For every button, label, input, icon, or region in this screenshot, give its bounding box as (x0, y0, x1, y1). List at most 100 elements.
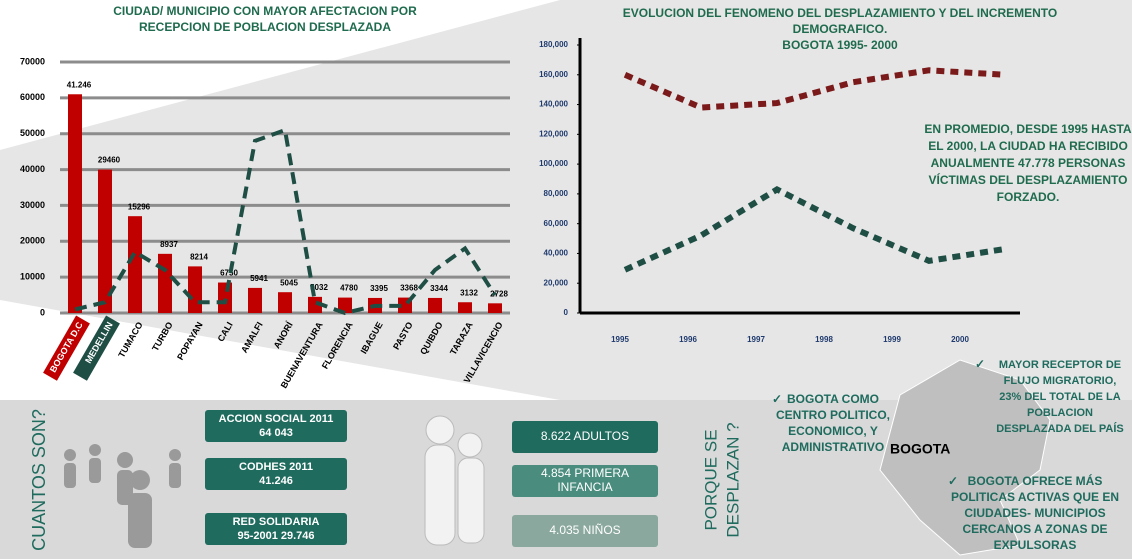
series-line (623, 185, 1006, 273)
bar-label: 15296 (128, 202, 151, 211)
x-tick-label: 1998 (815, 335, 833, 344)
group-box (512, 515, 658, 547)
chart-title: DEMOGRAFICO. (793, 22, 888, 36)
y-tick-label: 40,000 (544, 249, 569, 258)
y-tick-label: 60,000 (544, 219, 569, 228)
check: ✓ (948, 474, 958, 488)
chart-title: RECEPCION DE POBLACION DESPLAZADA (139, 20, 391, 34)
map (879, 359, 1051, 556)
bar (248, 287, 262, 313)
group-box (512, 421, 658, 453)
people-icons (64, 444, 181, 548)
bar (218, 282, 232, 313)
reason: ADMINISTRATIVO (782, 440, 884, 454)
bar-label: 4780 (340, 284, 358, 293)
y-tick-label: 10000 (20, 272, 45, 282)
y-tick-label: 20,000 (544, 278, 569, 287)
bar (458, 302, 472, 313)
y-tick-label: 140,000 (539, 100, 568, 109)
bar (188, 266, 202, 313)
y-tick-label: 50000 (20, 128, 45, 138)
porque: PORQUE SE DESPLAZAN ? (701, 422, 742, 537)
bar (338, 297, 352, 313)
family-figure (424, 415, 485, 546)
bar-label: 29460 (98, 156, 121, 165)
y-tick-label: 0 (40, 307, 45, 317)
annotation: VÍCTIMAS DEL DESPLAZAMIENTO (929, 172, 1128, 187)
reason: POBLACION (1027, 407, 1093, 419)
group-text: 8.622 ADULTOS (541, 429, 629, 443)
y-tick-label: 100,000 (539, 159, 568, 168)
bar-label: 5045 (280, 278, 298, 287)
group-text: 4.854 PRIMERA (541, 466, 629, 480)
reason: DESPLAZADA DEL PAÍS (996, 422, 1124, 435)
reason: POLITICAS ACTIVAS QUE EN (951, 490, 1119, 504)
source-box (205, 410, 347, 442)
check: ✓ (975, 357, 985, 371)
group-text: 4.035 NIÑOS (549, 523, 620, 537)
bar-label: 3368 (400, 284, 418, 293)
bar (278, 292, 292, 313)
bar-label: 8214 (190, 252, 208, 261)
bar-label: 41.246 (67, 80, 92, 89)
y-tick-label: 180,000 (539, 40, 568, 49)
bar (128, 216, 142, 313)
x-tick-highlight (43, 315, 90, 381)
cuantos: CUANTOS SON? (29, 409, 49, 551)
annotation: EN PROMEDIO, DESDE 1995 HASTA (924, 122, 1131, 136)
section-title: CUANTOS SON? (29, 409, 49, 551)
x-tick-label: 1996 (679, 335, 697, 344)
y-tick-label: 160,000 (539, 70, 568, 79)
section-title: PORQUE SE (701, 429, 720, 530)
x-tick-highlight (73, 315, 120, 381)
group-text: INFANCIA (557, 480, 612, 494)
reason: CIUDADES- MUNICIPIOS (964, 506, 1105, 520)
source-box (205, 513, 347, 545)
bar-label: 8937 (160, 240, 178, 249)
bar (488, 303, 502, 313)
reason: CENTRO POLITICO, (776, 408, 890, 422)
source-text: 95-2001 29.746 (237, 530, 314, 542)
reason: BOGOTA COMO (787, 392, 879, 406)
section-title: DESPLAZAN ? (723, 422, 742, 537)
reason: MAYOR RECEPTOR DE (999, 359, 1121, 371)
bar (428, 297, 442, 313)
reason: ECONOMICO, Y (788, 424, 878, 438)
bar (68, 94, 82, 314)
x-tick-label: 1999 (883, 335, 901, 344)
bar-label: 3132 (460, 288, 478, 297)
y-tick-label: 120,000 (539, 129, 568, 138)
reason: 23% DEL TOTAL DE LA (999, 391, 1120, 403)
annotation: FORZADO. (997, 190, 1060, 204)
x-tick-label: 1997 (747, 335, 765, 344)
source-text: 64 043 (259, 427, 293, 439)
source-text: 41.246 (259, 475, 293, 487)
annotation: ANUALMENTE 47.778 PERSONAS (931, 156, 1126, 170)
bar (308, 296, 322, 313)
group-box (512, 465, 658, 497)
y-tick-label: 30000 (20, 200, 45, 210)
x-tick-label: 1995 (611, 335, 629, 344)
x-tick-label: 2000 (951, 335, 969, 344)
bar-label: 3395 (370, 284, 388, 293)
y-tick-label: 0 (564, 308, 569, 317)
reason: FLUJO MIGRATORIO, (1004, 375, 1117, 387)
y-tick-label: 20000 (20, 236, 45, 246)
bar-label: 2728 (490, 289, 508, 298)
y-tick-label: 80,000 (544, 189, 569, 198)
reason: EXPULSORAS (994, 538, 1077, 552)
reason: CERCANOS A ZONAS DE (962, 522, 1107, 536)
source-text: RED SOLIDARIA (233, 516, 320, 528)
bar-label: 5032 (310, 283, 328, 292)
bar-label: 3344 (430, 284, 448, 293)
city-label: BOGOTA (890, 441, 950, 457)
series-line (623, 67, 1006, 111)
bar (158, 253, 172, 313)
bar-label: 6750 (220, 269, 238, 278)
bar-label: 5941 (250, 274, 268, 283)
source-text: CODHES 2011 (239, 461, 313, 473)
chart-title: CIUDAD/ MUNICIPIO CON MAYOR AFECTACION P… (113, 4, 417, 18)
y-tick-label: 40000 (20, 164, 45, 174)
chart-title: BOGOTA 1995- 2000 (782, 38, 898, 52)
source-box (205, 458, 347, 490)
